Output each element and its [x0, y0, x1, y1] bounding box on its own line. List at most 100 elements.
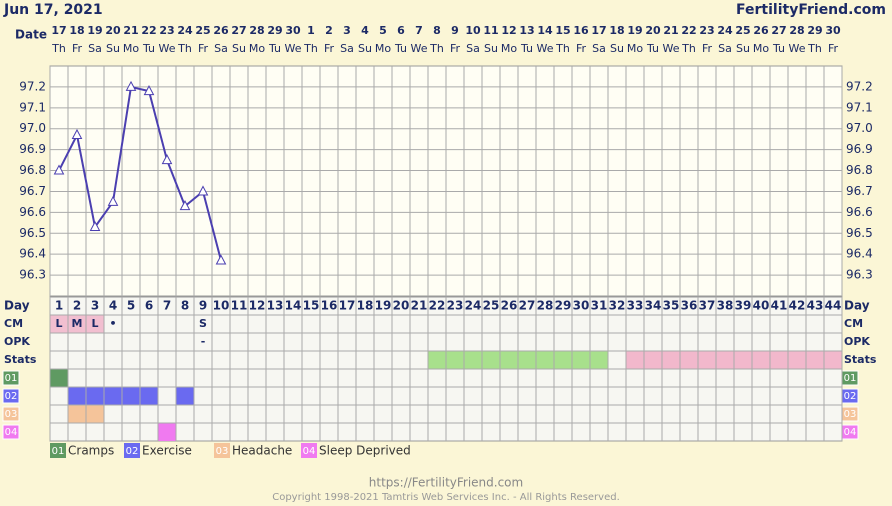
day-number: 29: [555, 299, 572, 313]
temperature-point: [161, 154, 173, 165]
symptom-code: 02: [5, 391, 18, 402]
x-tick-label: 14: [537, 24, 553, 37]
day-number: 41: [771, 299, 788, 313]
y-tick-label: 96.5: [846, 226, 873, 240]
x-axis-label: Date: [15, 28, 47, 42]
x-tick-label: 4: [361, 24, 369, 37]
day-number: 38: [717, 299, 734, 313]
x-tick-label: 21: [663, 24, 678, 37]
legend-label: Headache: [232, 444, 292, 458]
row-label: OPK: [4, 335, 30, 348]
y-tick-label: 97.2: [846, 79, 873, 93]
x-tick-label: 8: [433, 24, 441, 37]
day-number: 9: [199, 299, 207, 313]
day-number: 28: [537, 299, 554, 313]
x-tick-label: 27: [231, 24, 246, 37]
row-label: Stats: [4, 353, 37, 366]
legend-code: 03: [216, 446, 229, 457]
symptom-code: 01: [5, 373, 18, 384]
symptom-code: 02: [844, 391, 857, 402]
day-number: 25: [483, 299, 500, 313]
y-tick-label: 96.8: [19, 163, 46, 177]
day-number: 14: [285, 299, 302, 313]
legend-box: [301, 443, 317, 458]
x-tick-label: 16: [573, 24, 589, 37]
weekday-label: Mo: [627, 42, 643, 55]
weekday-label: Fr: [828, 42, 839, 55]
day-number: 7: [163, 299, 171, 313]
symptom-code-box: [2, 388, 20, 404]
weekday-label: Fr: [450, 42, 461, 55]
day-number: 35: [663, 299, 680, 313]
y-tick-label: 96.9: [846, 142, 873, 156]
y-tick-label: 96.7: [19, 184, 46, 198]
weekday-label: Mo: [501, 42, 517, 55]
y-tick-label: 96.6: [846, 205, 873, 219]
weekday-label: Mo: [123, 42, 139, 55]
temperature-point: [107, 195, 119, 206]
day-number: 23: [447, 299, 464, 313]
x-tick-label: 22: [141, 24, 156, 37]
y-tick-label: 97.0: [846, 121, 873, 135]
y-tick-label: 97.2: [19, 79, 46, 93]
y-tick-label: 96.9: [19, 142, 46, 156]
weekday-label: We: [537, 42, 554, 55]
cm-cell: [86, 315, 104, 333]
x-tick-label: 3: [343, 24, 351, 37]
x-tick-label: 2: [325, 24, 333, 37]
x-tick-label: 22: [681, 24, 696, 37]
y-tick-label: 96.4: [846, 247, 873, 261]
y-tick-label: 97.0: [19, 121, 46, 135]
weekday-label: Sa: [718, 42, 732, 55]
x-tick-label: 17: [51, 24, 66, 37]
day-number: 39: [735, 299, 752, 313]
opk-entry: -: [201, 335, 206, 348]
x-tick-label: 21: [123, 24, 138, 37]
weekday-label: Sa: [592, 42, 606, 55]
day-number: 18: [357, 299, 374, 313]
weekday-label: Th: [177, 42, 192, 55]
symptom-code: 03: [5, 409, 18, 420]
legend-code: 01: [52, 446, 65, 457]
row-label: OPK: [844, 335, 870, 348]
weekday-label: We: [411, 42, 428, 55]
x-tick-label: 17: [591, 24, 606, 37]
chart-date: Jun 17, 2021: [3, 2, 103, 18]
weekday-label: Sa: [88, 42, 102, 55]
weekday-label: Th: [807, 42, 822, 55]
cm-entry: L: [91, 317, 98, 330]
day-number: 44: [825, 299, 842, 313]
x-tick-label: 1: [307, 24, 315, 37]
x-tick-label: 18: [609, 24, 624, 37]
day-number: 32: [609, 299, 626, 313]
temperature-line: [58, 85, 222, 261]
weekday-label: Tu: [394, 42, 407, 55]
x-tick-label: 29: [267, 24, 282, 37]
weekday-label: We: [285, 42, 302, 55]
cm-entry: •: [109, 317, 116, 330]
x-tick-label: 19: [627, 24, 642, 37]
y-tick-label: 96.3: [19, 268, 46, 282]
temperature-point: [143, 85, 155, 96]
legend-label: Sleep Deprived: [319, 444, 411, 458]
x-tick-label: 18: [69, 24, 84, 37]
symptom-code-box: [2, 370, 20, 386]
symptom-cell: [140, 387, 158, 405]
temperature-point: [197, 185, 209, 196]
day-number: 30: [573, 299, 590, 313]
symptom-code: 04: [5, 427, 18, 438]
weekday-label: Th: [303, 42, 318, 55]
day-number: 3: [91, 299, 99, 313]
x-tick-label: 6: [397, 24, 405, 37]
day-number: 5: [127, 299, 135, 313]
temperature-point: [53, 164, 65, 175]
day-number: 17: [339, 299, 356, 313]
day-number: 37: [699, 299, 716, 313]
x-tick-label: 27: [771, 24, 786, 37]
day-number: 24: [465, 299, 482, 313]
row-label: Day: [4, 299, 30, 313]
day-number: 26: [501, 299, 518, 313]
x-tick-label: 19: [87, 24, 102, 37]
day-number: 10: [213, 299, 230, 313]
